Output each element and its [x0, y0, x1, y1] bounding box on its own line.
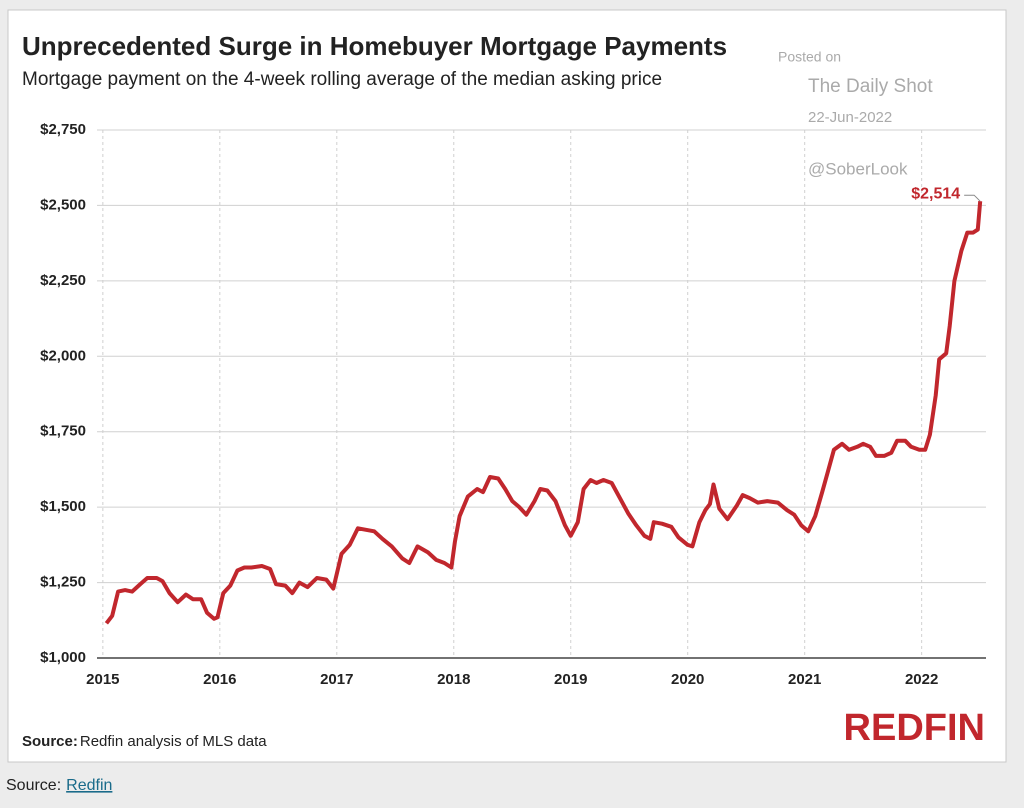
source-label: Source: Redfin analysis of MLS data	[22, 733, 267, 750]
y-tick-label: $1,000	[40, 649, 86, 666]
watermark: Posted on	[778, 49, 841, 65]
line	[104, 201, 983, 625]
card	[7, 9, 1007, 763]
footer: Source: Redfin	[6, 777, 112, 794]
footer-label: Source:	[6, 777, 61, 794]
x-tick-label: 2018	[437, 671, 470, 688]
watermark: @SoberLook	[808, 159, 908, 178]
chart-title: Unprecedented Surge in Homebuyer Mortgag…	[22, 31, 727, 61]
x-tick-label: 2016	[203, 671, 236, 688]
x-tick-label: 2017	[320, 671, 353, 688]
x-tick-label: 2021	[788, 671, 821, 688]
y-tick-label: $1,500	[40, 498, 86, 515]
x-tick-label: 2015	[86, 671, 119, 688]
y-tick-label: $1,250	[40, 574, 86, 591]
leader-line	[964, 194, 981, 202]
chart-subtitle: Mortgage payment on the 4-week rolling a…	[22, 69, 662, 90]
x-tick-label: 2020	[671, 671, 704, 688]
y-tick-label: $2,750	[40, 121, 86, 138]
y-tick-label: $2,000	[40, 347, 86, 364]
watermark: The Daily Shot	[808, 76, 933, 97]
source-text: Redfin analysis of MLS data	[80, 733, 267, 750]
watermark: 22-Jun-2022	[808, 109, 892, 126]
y-tick-label: $1,750	[40, 423, 86, 440]
logo: REDFIN	[844, 707, 985, 749]
data-label: $2,514	[911, 185, 960, 202]
footer-link[interactable]: Redfin	[66, 777, 112, 794]
y-tick-label: $2,250	[40, 272, 86, 289]
x-tick-label: 2019	[554, 671, 587, 688]
y-tick-label: $2,500	[40, 196, 86, 213]
source-label: Source:	[22, 733, 78, 750]
x-tick-label: 2022	[905, 671, 938, 688]
